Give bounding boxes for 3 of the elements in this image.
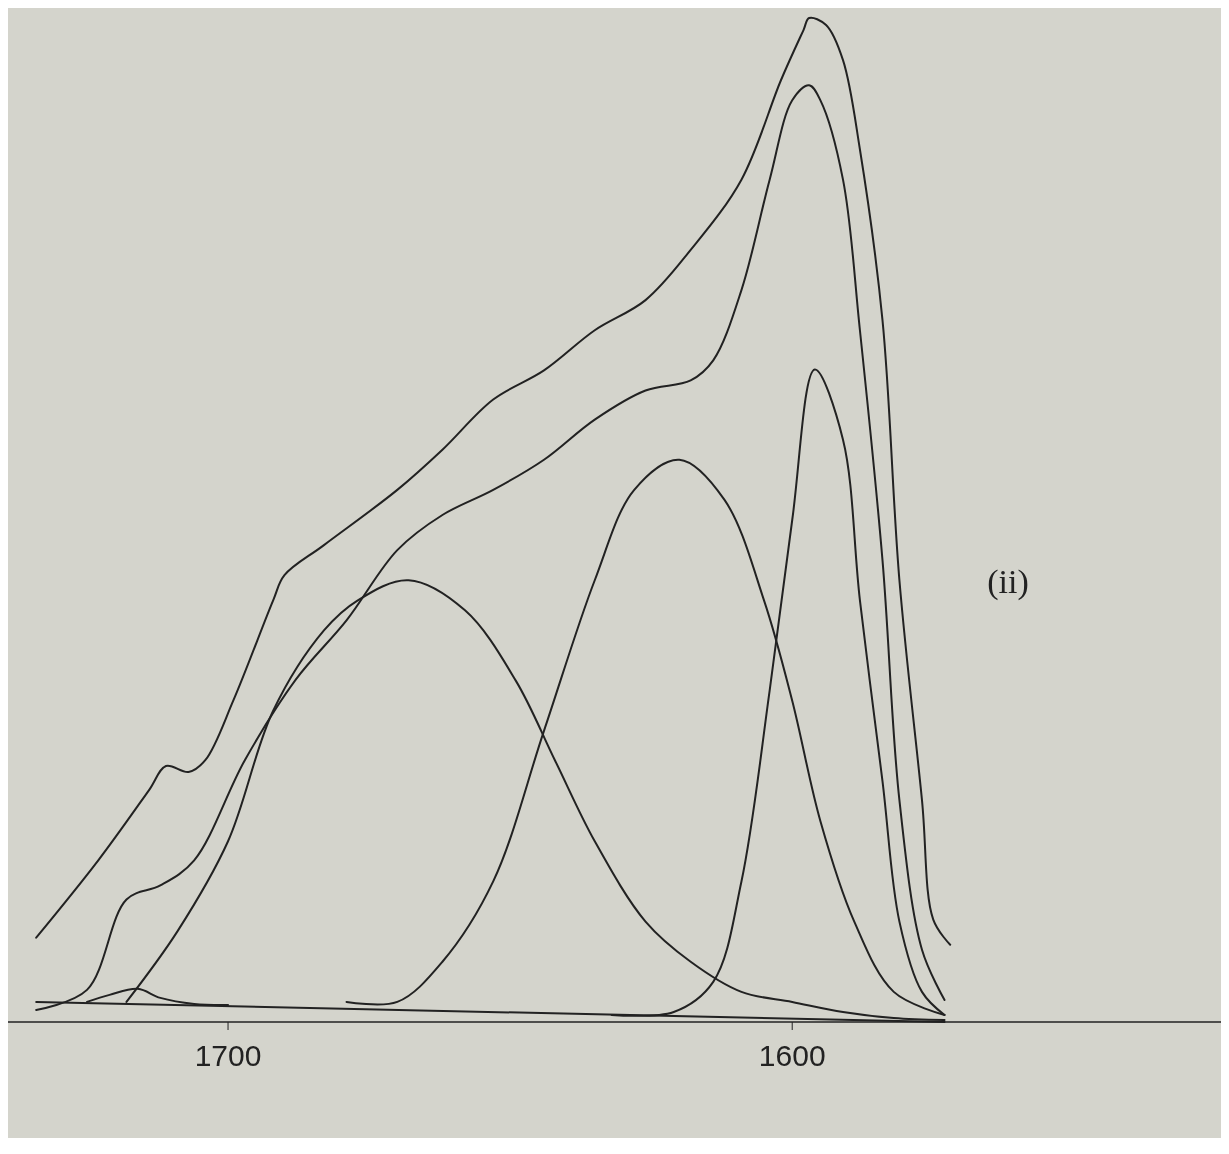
x-tick-label: 1700 [194,1039,262,1072]
x-tick-label: 1600 [758,1039,826,1072]
annotation: (ii) [987,563,1029,601]
